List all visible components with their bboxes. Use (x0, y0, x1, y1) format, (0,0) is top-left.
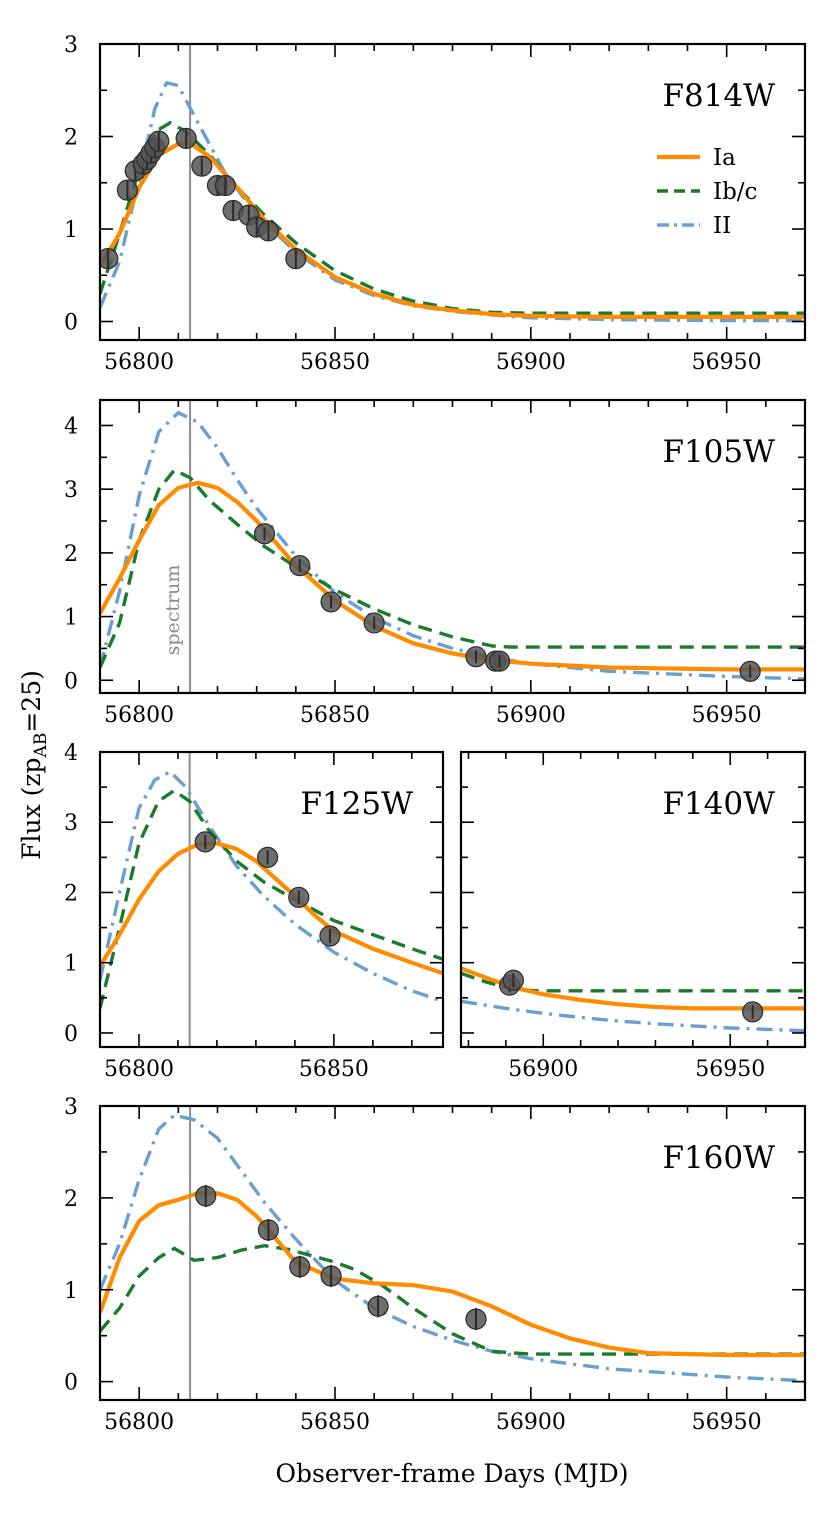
y-tick-label: 0 (64, 669, 78, 694)
x-tick-label: 56800 (104, 703, 174, 728)
y-axis-label: Flux (zpAB=25) (17, 670, 51, 860)
axes-frame (459, 750, 807, 1049)
x-tick-label: 56800 (104, 1410, 174, 1435)
axes-frame (98, 750, 445, 1049)
panel-f105w: spectrum 56800 56850 56900 56950 0 1 2 3 4 F105W (64, 398, 807, 728)
spectrum-label: spectrum (162, 565, 184, 656)
series-line-ia (100, 480, 805, 672)
x-tick-label: 56900 (496, 350, 566, 375)
series-line-ia (100, 1191, 805, 1358)
y-tick-label: 0 (64, 1371, 78, 1396)
x-tick-label: 56850 (300, 350, 370, 375)
x-tick-label: 56950 (692, 1410, 762, 1435)
legend: Ia Ib/c II (657, 145, 757, 239)
series-line-ibc (100, 788, 443, 1009)
x-tick-label: 56950 (692, 703, 762, 728)
panel-f140w: 56900 56950 F140W (459, 750, 807, 1082)
series-line-ibc (100, 120, 805, 315)
x-tick-label: 56800 (104, 350, 174, 375)
series-line-ii (461, 999, 805, 1033)
x-tick-label: 56900 (508, 1057, 578, 1082)
y-tick-label: 2 (64, 542, 78, 567)
y-tick-label: 4 (64, 414, 78, 439)
x-tick-label: 56950 (695, 1057, 765, 1082)
y-tick-label: 2 (64, 126, 78, 151)
series-line-ii (100, 411, 805, 681)
x-tick-label: 56850 (299, 1057, 369, 1082)
y-axis-label-main: Flux (zp (17, 757, 46, 859)
filter-label-f125w: F125W (300, 786, 413, 822)
legend-label-ibc: Ib/c (713, 179, 757, 205)
panels-group: 56800 56850 56900 56950 0 1 2 3 F814W Ia Ib/c II spe… (64, 33, 807, 1435)
y-tick-label: 2 (64, 1187, 78, 1212)
y-tick-label: 3 (64, 478, 78, 503)
x-tick-label: 56950 (692, 350, 762, 375)
y-tick-label: 1 (64, 952, 78, 977)
y-tick-label: 2 (64, 881, 78, 906)
y-tick-label: 1 (64, 218, 78, 243)
y-tick-label: 0 (64, 311, 78, 336)
y-axis-label-sub: AB (31, 733, 51, 759)
y-tick-label: 3 (64, 1095, 78, 1120)
data-point (100, 248, 119, 270)
series-line-ii (100, 770, 443, 1003)
y-tick-label: 1 (64, 1279, 78, 1304)
x-tick-label: 56800 (104, 1057, 174, 1082)
series-line-ibc (461, 971, 805, 993)
x-axis-label: Observer-frame Days (MJD) (276, 1459, 629, 1488)
filter-label-f160w: F160W (662, 1140, 775, 1176)
panel-f160w: 56800 56850 56900 56950 0 1 2 3 F160W (64, 1095, 807, 1435)
series-line-ii (100, 1113, 805, 1383)
legend-label-ii: II (713, 213, 731, 239)
y-tick-label: 3 (64, 33, 78, 58)
legend-label-ia: Ia (713, 145, 736, 171)
series-line-ibc (100, 468, 805, 669)
x-tick-label: 56900 (496, 703, 566, 728)
y-tick-label: 4 (64, 741, 78, 766)
series-line-ia (100, 841, 443, 976)
filter-label-f140w: F140W (662, 786, 775, 822)
y-tick-label: 3 (64, 811, 78, 836)
series-line-ibc (100, 1244, 805, 1356)
x-tick-label: 56900 (496, 1410, 566, 1435)
y-tick-label: 0 (64, 1022, 78, 1047)
y-tick-label: 1 (64, 606, 78, 631)
panel-f814w: 56800 56850 56900 56950 0 1 2 3 F814W Ia Ib/c II (64, 33, 807, 375)
panel-f125w: 56800 56850 0 1 2 3 4 F125W (64, 741, 445, 1082)
x-tick-label: 56850 (300, 1410, 370, 1435)
x-tick-label: 56850 (300, 703, 370, 728)
series-line-ii (100, 81, 805, 323)
y-axis-label-end: =25) (17, 670, 46, 733)
filter-label-f814w: F814W (662, 78, 775, 114)
filter-label-f105w: F105W (662, 434, 775, 470)
